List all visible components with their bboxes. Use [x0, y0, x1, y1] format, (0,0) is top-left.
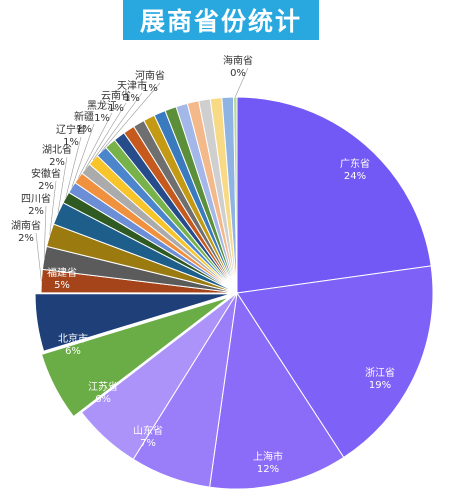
label-leader-line — [85, 102, 127, 169]
slice-label: 福建省 — [47, 266, 77, 279]
pie-slice — [40, 296, 230, 418]
chart-title-bar: 展商省份统计 — [123, 0, 319, 40]
chart-title: 展商省份统计 — [139, 7, 302, 36]
label-leader-line — [92, 92, 143, 160]
slice-percent: 2% — [38, 181, 54, 192]
slice-percent: 1% — [124, 93, 140, 104]
pie-slice — [236, 96, 432, 294]
slice-percent: 7% — [140, 438, 156, 449]
slice-percent: 1% — [94, 113, 110, 124]
pie-slice — [209, 291, 345, 490]
slice-percent: 5% — [54, 280, 70, 291]
slice-label: 河南省 — [135, 69, 165, 82]
label-leader-line — [57, 156, 68, 214]
slice-percent: 12% — [257, 464, 279, 475]
slice-percent: 6% — [65, 346, 81, 357]
slice-percent: 2% — [49, 157, 65, 168]
pie-labels: 广东省24%浙江省19%上海市12%山东省7%江苏省6%北京市6%福建省5%湖南… — [11, 54, 395, 475]
slice-label: 新疆 — [74, 110, 94, 123]
label-leader-line — [101, 82, 161, 152]
label-leader-line — [49, 180, 57, 236]
slice-label: 天津市 — [117, 79, 147, 92]
slice-label: 湖南省 — [11, 219, 41, 232]
slice-label: 江苏省 — [88, 380, 118, 393]
slice-percent: 1% — [142, 83, 158, 94]
slice-label: 山东省 — [133, 424, 163, 437]
slice-label: 黑龙江 — [87, 99, 117, 112]
pie-slice — [34, 293, 232, 352]
slice-label: 海南省 — [223, 54, 253, 67]
slice-percent: 1% — [108, 103, 124, 114]
slice-label: 四川省 — [21, 192, 51, 205]
slice-label: 北京市 — [58, 332, 88, 345]
slice-label: 安徽省 — [31, 167, 61, 180]
slice-label: 辽宁省 — [56, 123, 86, 136]
slice-percent: 1% — [63, 137, 79, 148]
label-leader-line — [43, 205, 47, 258]
slice-percent: 2% — [18, 233, 34, 244]
label-leader-line — [234, 67, 249, 98]
pie-slice — [80, 292, 238, 460]
label-leader-line — [35, 232, 42, 282]
slice-percent: 24% — [344, 171, 366, 182]
slice-label: 上海市 — [253, 450, 283, 463]
slice-percent: 6% — [95, 394, 111, 405]
slice-percent: 0% — [230, 68, 246, 79]
slice-label: 浙江省 — [365, 366, 395, 379]
slice-percent: 19% — [369, 380, 391, 391]
pie-slice — [236, 265, 434, 459]
slice-label: 广东省 — [340, 157, 370, 170]
pie-slices — [34, 96, 434, 490]
label-leader-line — [78, 112, 113, 178]
slice-label: 云南省 — [101, 89, 131, 102]
slice-percent: 1% — [76, 124, 92, 135]
label-leader-line — [71, 123, 95, 188]
slice-label: 湖北省 — [42, 143, 72, 156]
slice-percent: 2% — [28, 206, 44, 217]
label-leader-line — [65, 136, 82, 198]
